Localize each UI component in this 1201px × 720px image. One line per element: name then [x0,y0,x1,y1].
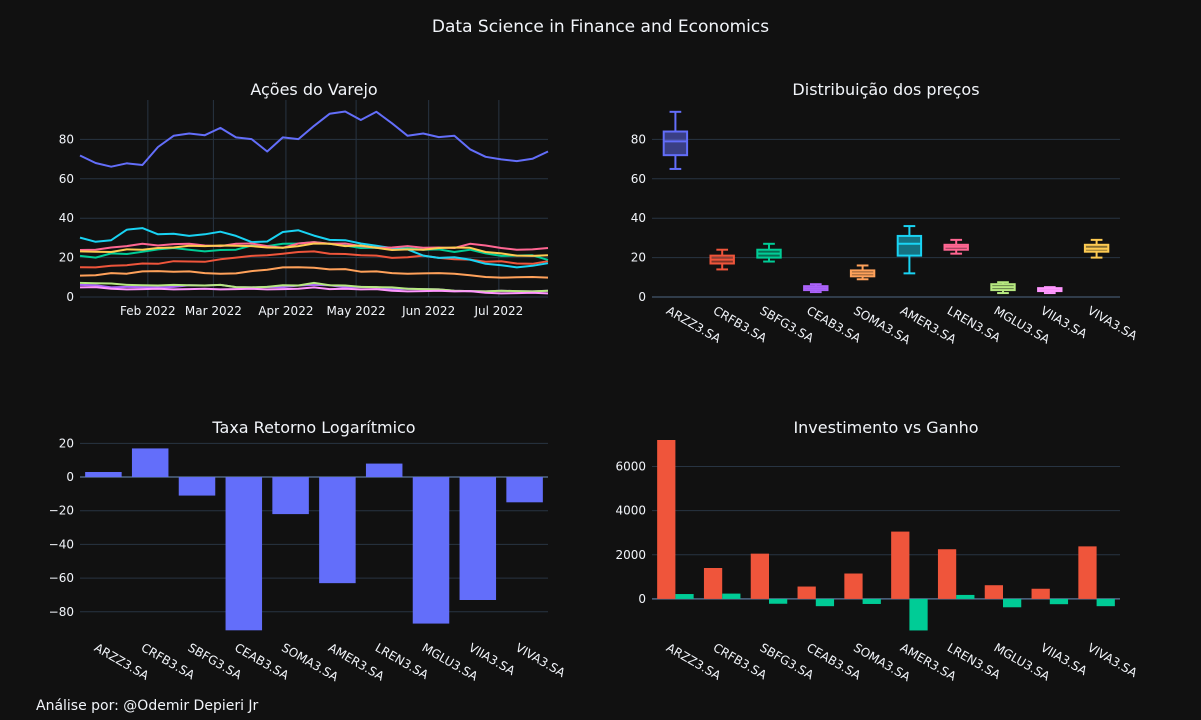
x-category-label: VIVA3.SA [1085,303,1140,343]
gain-bar-ceab3-sa [815,598,835,607]
x-tick-label: Jul 2022 [473,304,523,318]
x-tick-label: Apr 2022 [258,304,313,318]
box-body [896,234,923,257]
gain-bar-lren3-sa [956,594,975,599]
gain-bar-sbfg3-sa [769,598,788,604]
y-tick-label: 80 [59,132,74,146]
investment-bar-amer3-sa [891,531,910,599]
investment-bar-arzz3-sa [657,440,676,599]
y-tick-label: 40 [59,211,74,225]
y-tick-label: 0 [66,470,74,484]
gain-bar-viva3-sa [1096,598,1115,607]
bar-amer3-sa [319,477,356,584]
investment-bar-crfb3-sa [703,568,723,599]
author-footer: Análise por: @Odemir Depieri Jr [36,698,259,714]
y-tick-label: −80 [49,605,74,619]
y-tick-label: −60 [49,571,74,585]
investment-bar-ceab3-sa [797,586,816,599]
y-tick-label: 60 [631,172,646,186]
investment-bar-sbfg3-sa [750,553,769,599]
bar-viia3-sa [459,477,497,600]
y-tick-label: 20 [59,251,74,265]
box-chart-title: Distribuição dos preços [792,80,979,99]
x-tick-label: May 2022 [327,304,386,318]
box-body [662,130,689,157]
y-tick-label: 6000 [615,459,646,473]
line-chart: 0 20 40 60 80 Feb 2022 Mar 2022 Apr 2022 May 202… [59,100,549,318]
bar-crfb3-sa [131,448,169,478]
x-category-label: VIVA3.SA [1085,640,1140,680]
x-tick-label: Feb 2022 [120,304,176,318]
box-chart: 020406080ARZZ3.SACRFB3.SASBFG3.SACEAB3.S… [631,110,1140,348]
series-line-crfb3-sa [79,250,549,269]
gain-bar-mglu3-sa [1003,598,1022,608]
y-tick-label: −40 [49,537,74,551]
y-tick-label: 40 [631,211,646,225]
investment-chart-title: Investimento vs Ganho [793,418,978,437]
bar-mglu3-sa [412,477,450,624]
investment-bar-soma3-sa [844,573,863,599]
bar-sbfg3-sa [178,477,216,496]
bar-arzz3-sa [85,472,122,478]
x-tick-label: Mar 2022 [185,304,242,318]
returns-chart-title: Taxa Retorno Logarítmico [211,418,415,437]
y-tick-label: 20 [59,436,74,450]
gain-bar-soma3-sa [862,598,881,604]
line-chart-title: Ações do Varejo [250,80,377,99]
x-category-label: VIVA3.SA [513,640,568,680]
y-tick-label: 0 [66,290,74,304]
y-tick-label: 0 [638,290,646,304]
y-tick-label: −20 [49,504,74,518]
series-line-arzz3-sa [79,110,549,168]
investment-bar-lren3-sa [937,549,957,599]
gain-bar-viia3-sa [1049,598,1069,605]
figure-title: Data Science in Finance and Economics [431,17,770,37]
y-tick-label: 60 [59,172,74,186]
returns-chart: 200−20−40−60−80ARZZ3.SACRFB3.SASBFG3.SAC… [49,436,569,684]
bar-viva3-sa [506,477,543,503]
y-tick-label: 20 [631,251,646,265]
series-line-lren3-sa [79,241,549,251]
y-tick-label: 80 [631,132,646,146]
y-tick-label: 2000 [615,548,646,562]
bar-lren3-sa [365,463,403,478]
investment-chart: 0200040006000ARZZ3.SACRFB3.SASBFG3.SACEA… [615,440,1140,685]
gain-bar-arzz3-sa [675,594,694,599]
gain-bar-crfb3-sa [722,593,741,599]
gain-bar-amer3-sa [909,598,928,631]
series-line-viia3-sa [79,286,549,295]
series-line-soma3-sa [79,266,549,279]
bar-soma3-sa [272,477,309,515]
investment-bar-viva3-sa [1078,546,1097,599]
series-line-viva3-sa [79,242,549,257]
x-tick-label: Jun 2022 [401,304,455,318]
y-tick-label: 4000 [615,504,646,518]
y-tick-label: 0 [638,592,646,606]
investment-bar-mglu3-sa [984,585,1003,599]
investment-bar-viia3-sa [1031,588,1050,599]
series-line-amer3-sa [79,227,549,269]
bar-ceab3-sa [225,477,263,631]
